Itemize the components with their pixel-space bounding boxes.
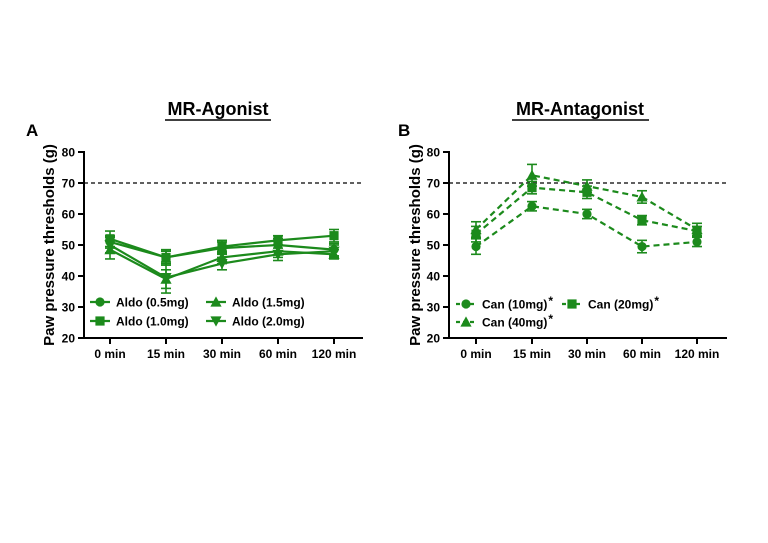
data-point	[216, 259, 228, 270]
legend-entry: Aldo (2.0mg)	[206, 315, 305, 329]
x-tick-label: 30 min	[203, 347, 241, 361]
data-point	[691, 223, 703, 235]
y-axis-label: Paw pressure thresholds (g)	[41, 144, 58, 346]
legend-marker	[95, 297, 105, 307]
chart-title: MR-Agonist	[168, 99, 269, 119]
panel-a: A MR-Agonist Paw pressure thresholds (g)…	[26, 99, 363, 361]
data-point	[328, 246, 340, 257]
y-tick-label: 50	[62, 239, 76, 253]
legend: Can (10mg) * Can (20mg) *Can (40mg) *	[456, 294, 659, 330]
data-point	[527, 183, 537, 193]
legend-entry: Aldo (1.0mg)	[90, 315, 189, 329]
y-tick-label: 20	[427, 332, 441, 346]
data-point	[272, 249, 284, 260]
plot-area: 20 30 40 50 60 70 80 0 min 15 min 30 min 60 min 120…	[62, 146, 363, 361]
significance-marker: *	[548, 294, 553, 308]
data-point	[471, 241, 481, 252]
data-point	[104, 240, 116, 251]
y-tick-label: 80	[427, 146, 441, 160]
data-point	[692, 237, 702, 247]
legend-entry: Aldo (1.5mg)	[206, 296, 305, 310]
y-tick-label: 30	[427, 301, 441, 315]
chart-title: MR-Antagonist	[516, 99, 644, 119]
x-tick-label: 0 min	[94, 347, 125, 361]
legend-entry: Can (40mg) *	[456, 312, 553, 330]
legend-entry: Can (10mg) *	[456, 294, 553, 312]
legend-label: Aldo (2.0mg)	[232, 315, 305, 329]
significance-marker: *	[654, 294, 659, 308]
y-tick-label: 60	[62, 208, 76, 222]
data-point	[526, 169, 538, 180]
data-point	[470, 223, 482, 235]
y-tick-label: 70	[62, 177, 76, 191]
x-tick-label: 60 min	[623, 347, 661, 361]
x-tick-label: 120 min	[675, 347, 720, 361]
legend-marker	[210, 316, 222, 327]
series-4	[104, 236, 340, 294]
data-point	[637, 241, 647, 252]
plot-area: 20 30 40 50 60 70 80 0 min 15 min 30 min 60 min 120…	[427, 146, 727, 361]
y-tick-label: 30	[62, 301, 76, 315]
legend-entry: Aldo (0.5mg)	[90, 296, 189, 310]
data-point	[527, 201, 537, 211]
x-tick-label: 15 min	[513, 347, 551, 361]
legend-label: Can (10mg)	[482, 298, 547, 312]
y-tick-label: 80	[62, 146, 76, 160]
legend-entry: Can (20mg) *	[562, 294, 659, 312]
y-tick-label: 40	[62, 270, 76, 284]
y-tick-label: 40	[427, 270, 441, 284]
data-point	[637, 215, 647, 225]
y-tick-label: 60	[427, 208, 441, 222]
x-tick-label: 15 min	[147, 347, 185, 361]
legend: Aldo (0.5mg) Aldo (1.0mg) Aldo (1.5mg) Aldo…	[90, 296, 305, 329]
legend-marker	[210, 296, 222, 307]
data-point	[273, 235, 283, 245]
legend-label: Aldo (1.5mg)	[232, 296, 305, 310]
x-tick-label: 60 min	[259, 347, 297, 361]
data-point	[582, 209, 592, 219]
significance-marker: *	[548, 312, 553, 326]
y-tick-label: 50	[427, 239, 441, 253]
legend-label: Can (20mg)	[588, 298, 653, 312]
y-tick-label: 20	[62, 332, 76, 346]
data-point	[161, 252, 171, 262]
y-axis-label: Paw pressure thresholds (g)	[407, 144, 424, 346]
x-tick-label: 0 min	[460, 347, 491, 361]
legend-marker	[95, 316, 105, 326]
legend-marker	[460, 316, 472, 327]
panel-letter: A	[26, 121, 38, 140]
data-point	[329, 231, 339, 241]
series-1	[471, 200, 702, 256]
legend-label: Can (40mg)	[482, 316, 547, 330]
data-point	[581, 180, 593, 191]
series-3	[470, 163, 703, 239]
data-point	[217, 241, 227, 252]
y-tick-label: 70	[427, 177, 441, 191]
legend-marker	[567, 299, 577, 309]
legend-label: Aldo (1.0mg)	[116, 315, 189, 329]
x-tick-label: 30 min	[568, 347, 606, 361]
x-tick-label: 120 min	[312, 347, 357, 361]
legend-label: Aldo (0.5mg)	[116, 296, 189, 310]
data-point	[160, 272, 172, 284]
panel-letter: B	[398, 121, 410, 140]
legend-marker	[461, 299, 471, 309]
data-point	[636, 191, 648, 202]
panel-b: B MR-Antagonist Paw pressure thresholds …	[398, 99, 727, 361]
